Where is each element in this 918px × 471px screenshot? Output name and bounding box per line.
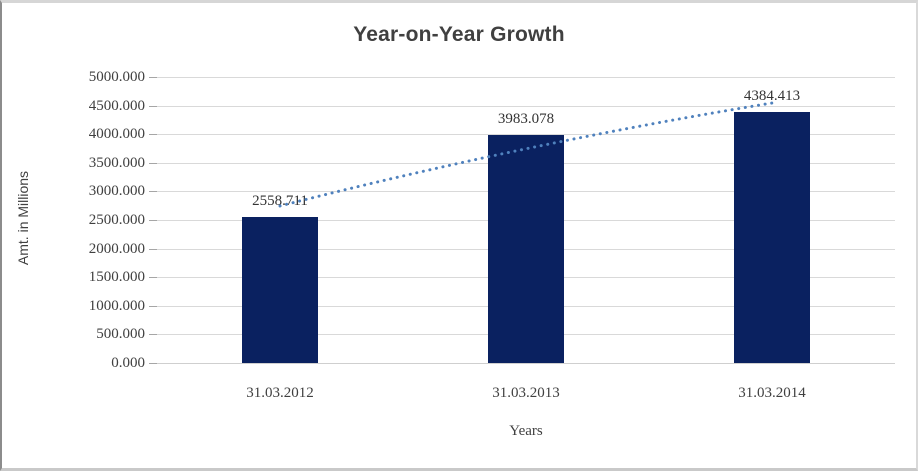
y-tick-mark [149,134,157,135]
x-tick-label: 31.03.2012 [246,385,314,401]
x-axis-title: Years [509,423,543,439]
y-tick-label: 2500.000 [88,212,145,228]
y-tick-label: 4500.000 [88,98,145,114]
y-tick-label: 3500.000 [88,155,145,171]
chart-area: Year-on-Year Growth Amt. in Millions Yea… [2,3,916,468]
gridline [157,77,895,78]
y-tick-mark [149,77,157,78]
y-tick-mark [149,363,157,364]
y-tick-mark [149,220,157,221]
x-tick-label: 31.03.2013 [492,385,560,401]
y-tick-mark [149,334,157,335]
gridline [157,106,895,107]
y-tick-mark [149,106,157,107]
y-tick-label: 1000.000 [88,298,145,314]
x-tick-label: 31.03.2014 [738,385,806,401]
bar [734,112,810,363]
y-tick-label: 2000.000 [88,241,145,257]
y-tick-mark [149,306,157,307]
y-tick-label: 3000.000 [88,183,145,199]
y-axis-title: Amt. in Millions [15,170,31,266]
y-tick-label: 0.000 [111,355,145,371]
y-tick-label: 500.000 [96,326,145,342]
x-axis-line [157,363,895,364]
bar-data-label: 4384.413 [743,88,801,105]
y-tick-mark [149,191,157,192]
y-tick-mark [149,277,157,278]
bar [242,216,318,363]
bar-data-label: 2558.711 [252,192,308,209]
y-tick-label: 5000.000 [88,69,145,85]
bar-data-label: 3983.078 [497,111,555,128]
chart-title: Year-on-Year Growth [353,23,565,46]
y-tick-mark [149,249,157,250]
y-tick-mark [149,163,157,164]
y-tick-label: 4000.000 [88,126,145,142]
y-tick-label: 1500.000 [88,269,145,285]
bar [488,135,564,363]
